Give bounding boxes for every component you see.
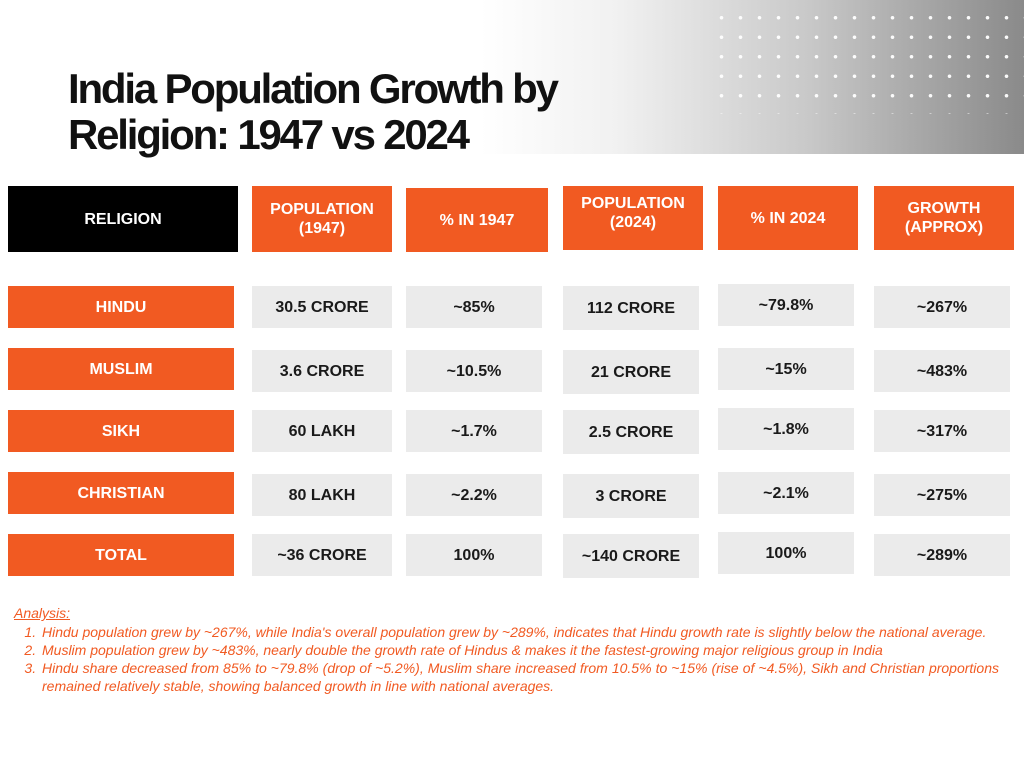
population-2024-christian: 3 CRORE	[563, 474, 699, 518]
analysis-list: Hindu population grew by ~267%, while In…	[14, 623, 999, 695]
growth-hindu: ~267%	[874, 286, 1010, 328]
header-religion: RELIGION	[8, 186, 238, 252]
dot-pattern-decoration	[712, 8, 1024, 114]
title-line-1: India Population Growth by	[68, 65, 559, 112]
growth-christian: ~275%	[874, 474, 1010, 516]
percent-1947-sikh: ~1.7%	[406, 410, 542, 452]
population-2024-hindu: 112 CRORE	[563, 286, 699, 330]
religion-cell-hindu: HINDU	[8, 286, 234, 328]
population-2024-sikh: 2.5 CRORE	[563, 410, 699, 454]
percent-2024-total: 100%	[718, 532, 854, 574]
population-2024-total: ~140 CRORE	[563, 534, 699, 578]
growth-muslim: ~483%	[874, 350, 1010, 392]
population-1947-hindu: 30.5 CRORE	[252, 286, 392, 328]
analysis-title: Analysis:	[14, 605, 71, 621]
analysis-item: Muslim population grew by ~483%, nearly …	[40, 641, 999, 659]
religion-cell-sikh: SIKH	[8, 410, 234, 452]
percent-1947-hindu: ~85%	[406, 286, 542, 328]
percent-2024-sikh: ~1.8%	[718, 408, 854, 450]
header-percent-2024: % IN 2024	[718, 186, 858, 250]
population-2024-muslim: 21 CRORE	[563, 350, 699, 394]
percent-1947-muslim: ~10.5%	[406, 350, 542, 392]
growth-sikh: ~317%	[874, 410, 1010, 452]
percent-2024-hindu: ~79.8%	[718, 284, 854, 326]
growth-total: ~289%	[874, 534, 1010, 576]
analysis-item: Hindu population grew by ~267%, while In…	[40, 623, 999, 641]
title-line-2: Religion: 1947 vs 2024	[68, 111, 470, 158]
religion-cell-muslim: MUSLIM	[8, 348, 234, 390]
population-1947-muslim: 3.6 CRORE	[252, 350, 392, 392]
population-1947-total: ~36 CRORE	[252, 534, 392, 576]
page-title: India Population Growth by Religion: 194…	[68, 65, 559, 158]
religion-cell-christian: CHRISTIAN	[8, 472, 234, 514]
percent-2024-christian: ~2.1%	[718, 472, 854, 514]
header-population-1947: POPULATION (1947)	[252, 186, 392, 252]
analysis-section: Analysis: Hindu population grew by ~267%…	[14, 604, 999, 695]
percent-1947-christian: ~2.2%	[406, 474, 542, 516]
analysis-item: Hindu share decreased from 85% to ~79.8%…	[40, 659, 999, 695]
population-1947-sikh: 60 LAKH	[252, 410, 392, 452]
religion-cell-total: TOTAL	[8, 534, 234, 576]
header-growth: GROWTH (APPROX)	[874, 186, 1014, 250]
population-1947-christian: 80 LAKH	[252, 474, 392, 516]
header-percent-1947: % IN 1947	[406, 188, 548, 252]
header-population-2024: POPULATION (2024)	[563, 186, 703, 250]
percent-1947-total: 100%	[406, 534, 542, 576]
percent-2024-muslim: ~15%	[718, 348, 854, 390]
